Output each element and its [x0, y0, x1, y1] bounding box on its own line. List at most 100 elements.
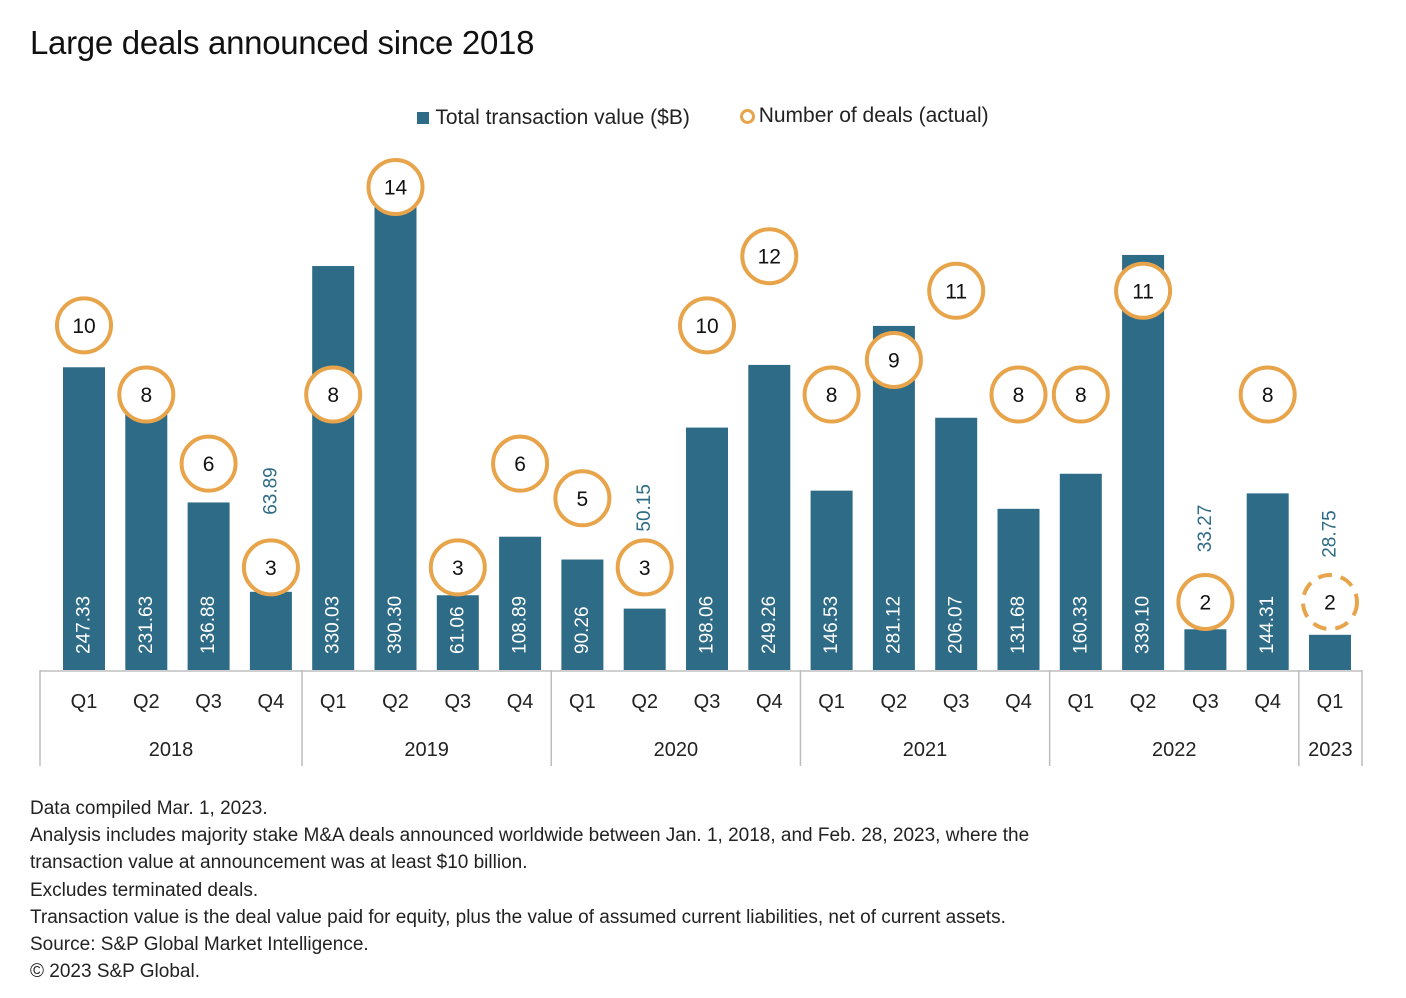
legend: Total transaction value ($B) Number of d…: [0, 104, 1406, 130]
legend-item-number-of-deals: Number of deals (actual): [739, 104, 989, 128]
chart-footnotes: Data compiled Mar. 1, 2023. Analysis inc…: [30, 795, 1390, 985]
bar-transaction-value: [249, 591, 292, 670]
bar-transaction-value: [374, 192, 417, 670]
x-tick-label-quarter: Q1: [1067, 691, 1094, 713]
x-tick-label-quarter: Q4: [756, 691, 783, 713]
bar-transaction-value: [1059, 473, 1102, 670]
bar-value-label: 231.63: [136, 596, 157, 654]
deal-count-marker: [179, 434, 238, 493]
deal-count-label: 3: [452, 557, 464, 580]
x-tick-label-quarter: Q3: [444, 691, 471, 713]
bar-transaction-value: [810, 490, 853, 670]
deal-count-marker: [802, 365, 861, 424]
deal-count-label: 3: [639, 557, 651, 580]
bar-value-label: 206.07: [946, 596, 967, 654]
deal-count-label: 2: [1200, 592, 1212, 615]
x-tick-label-quarter: Q2: [133, 691, 160, 713]
deal-count-marker: [1114, 261, 1173, 320]
legend-label-transaction-value: Total transaction value ($B): [435, 105, 690, 129]
deal-count-label: 8: [140, 384, 152, 407]
footnote-line: Source: S&P Global Market Intelligence.: [30, 934, 369, 956]
bar-value-label: 330.03: [323, 596, 344, 654]
deal-count-label: 11: [945, 280, 967, 303]
x-tick-label-quarter: Q2: [881, 691, 908, 713]
x-tick-label-quarter: Q3: [195, 691, 222, 713]
bar-value-label: 50.15: [634, 484, 655, 532]
bar-transaction-value: [935, 417, 978, 670]
footnote-line: Transaction value is the deal value paid…: [30, 906, 1006, 928]
footnote-line: Excludes terminated deals.: [30, 879, 259, 901]
x-tick-label-quarter: Q1: [320, 691, 347, 713]
deal-count-marker: [615, 538, 674, 597]
bar-transaction-value: [1122, 254, 1165, 671]
x-tick-label-quarter: Q3: [943, 691, 970, 713]
deal-count-label: 8: [1075, 384, 1087, 407]
bar-value-label: 28.75: [1320, 510, 1341, 558]
legend-label-number-of-deals: Number of deals (actual): [758, 104, 989, 127]
deal-count-label: 8: [327, 384, 339, 407]
legend-bar-swatch-icon: [417, 111, 430, 124]
bar-value-label: 247.33: [74, 596, 95, 654]
bar-transaction-value: [1246, 493, 1289, 670]
bar-value-label: 33.27: [1195, 505, 1216, 553]
x-tick-label-quarter: Q4: [1254, 691, 1281, 713]
deal-count-label: 10: [695, 315, 718, 338]
bar-value-label: 61.06: [447, 606, 468, 654]
x-tick-label-year: 2019: [404, 739, 449, 761]
deal-count-marker: [1301, 573, 1359, 631]
bar-value-label: 63.89: [260, 467, 281, 515]
footnote-line: © 2023 S&P Global.: [30, 961, 200, 983]
bar-transaction-value: [187, 502, 230, 670]
chart-title: Large deals announced since 2018: [30, 24, 535, 61]
x-tick-label-quarter: Q4: [507, 691, 534, 713]
footnote-line: Data compiled Mar. 1, 2023.: [30, 798, 268, 819]
deal-count-marker: [366, 158, 425, 217]
bar-value-label: 198.06: [697, 596, 718, 654]
deal-count-marker: [304, 365, 363, 424]
deal-count-label: 8: [826, 384, 838, 407]
x-tick-label-quarter: Q3: [1192, 691, 1219, 713]
x-tick-label-quarter: Q2: [1130, 691, 1157, 713]
deal-count-label: 2: [1324, 592, 1336, 615]
deal-count-marker: [1176, 573, 1235, 631]
x-tick-label-quarter: Q4: [258, 691, 285, 713]
x-tick-label-quarter: Q2: [631, 691, 658, 713]
deal-count-label: 3: [265, 557, 277, 580]
x-tick-label-quarter: Q3: [694, 691, 721, 713]
legend-item-transaction-value: Total transaction value ($B): [417, 105, 690, 130]
bar-transaction-value: [686, 427, 728, 670]
x-tick-label-quarter: Q4: [1005, 691, 1032, 713]
bar-value-label: 281.12: [883, 596, 904, 654]
deal-count-label: 11: [1132, 280, 1154, 303]
deal-count-label: 12: [758, 246, 781, 269]
x-tick-label-year: 2021: [903, 739, 948, 761]
bar-value-label: 339.10: [1133, 596, 1154, 654]
bar-transaction-value: [997, 508, 1040, 670]
deal-count-marker: [989, 365, 1048, 424]
x-tick-label-quarter: Q1: [1317, 691, 1344, 713]
deal-count-label: 6: [514, 453, 526, 476]
deal-count-label: 5: [577, 488, 589, 511]
bar-transaction-value: [499, 536, 542, 670]
deal-count-label: 9: [888, 349, 900, 372]
bar-transaction-value: [623, 608, 666, 670]
bar-value-label: 146.53: [821, 596, 842, 654]
deal-count-marker: [553, 469, 612, 528]
x-tick-label-quarter: Q1: [569, 691, 596, 713]
deal-count-label: 8: [1262, 384, 1274, 407]
deal-count-marker: [117, 365, 176, 424]
x-tick-label-quarter: Q1: [818, 691, 845, 713]
deal-count-label: 6: [203, 453, 215, 476]
bar-transaction-value: [63, 367, 105, 670]
bar-value-label: 131.68: [1008, 596, 1029, 654]
x-tick-label-year: 2023: [1308, 739, 1353, 761]
bar-value-label: 90.26: [572, 606, 593, 654]
deal-count-label: 10: [72, 315, 95, 338]
deal-count-marker: [428, 538, 487, 597]
deal-count-label: 14: [384, 177, 408, 200]
deal-count-marker: [864, 330, 923, 389]
x-tick-label-year: 2018: [149, 739, 194, 761]
bar-transaction-value: [748, 364, 791, 670]
deal-count-marker: [241, 538, 300, 597]
